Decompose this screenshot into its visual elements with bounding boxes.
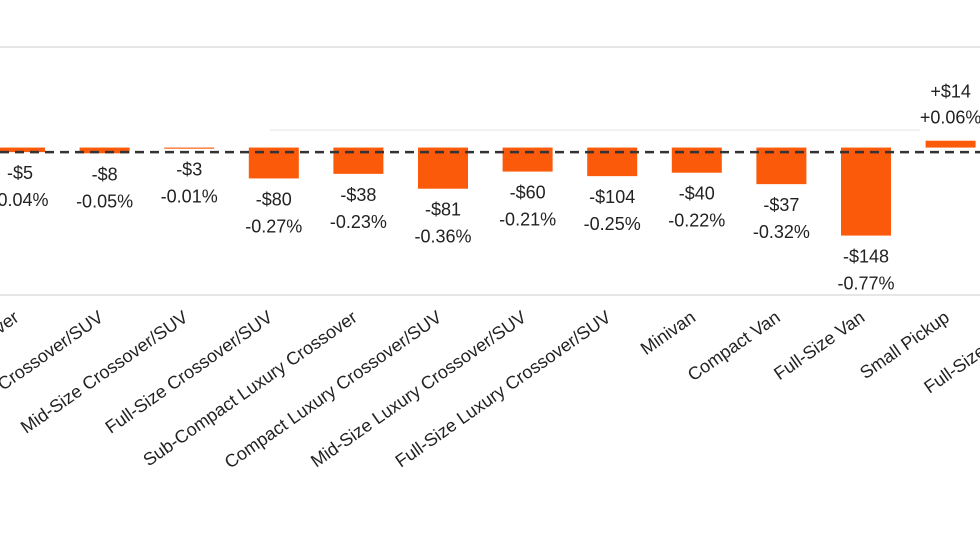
bar xyxy=(79,147,130,154)
dollar-label: +$14 xyxy=(930,82,971,102)
value-label: -0.27% xyxy=(245,216,302,236)
x-tick-label: Minivan xyxy=(637,307,699,359)
dollar-label: -$37 xyxy=(763,195,799,215)
bar xyxy=(418,147,468,189)
dollar-label: -$148 xyxy=(843,247,889,267)
x-tick-label: Mid-Size Crossover/SUV xyxy=(17,307,192,438)
value-label: -0.22% xyxy=(668,211,725,231)
value-label: -0.21% xyxy=(499,210,556,230)
value-label: -0.32% xyxy=(753,222,810,242)
bar xyxy=(925,140,976,148)
x-tick-label: Compact Van xyxy=(684,307,784,385)
bar xyxy=(587,147,638,177)
dollar-label: -$5 xyxy=(7,163,33,183)
value-label: -0.05% xyxy=(76,191,133,211)
labels: Sub-Compact Crossover-$5-0.04%Compact Cr… xyxy=(0,82,980,473)
value-label: -0.23% xyxy=(330,212,387,232)
dollar-label: -$8 xyxy=(92,164,118,184)
dollar-label: -$104 xyxy=(589,187,635,207)
dollar-label: -$60 xyxy=(510,183,546,203)
dollar-label: -$80 xyxy=(256,189,292,209)
value-label: -0.77% xyxy=(837,274,894,294)
bar xyxy=(164,147,215,149)
bar xyxy=(0,147,45,153)
value-label: -0.01% xyxy=(161,187,218,207)
value-label: -0.36% xyxy=(414,227,471,247)
dollar-label: -$81 xyxy=(425,200,461,220)
x-tick-label: Full-Size Van xyxy=(770,307,868,384)
value-label: -0.04% xyxy=(0,190,49,210)
dollar-label: -$40 xyxy=(679,184,715,204)
value-label: +0.06% xyxy=(920,108,980,128)
dollar-label: -$3 xyxy=(176,160,202,180)
value-label: -0.25% xyxy=(584,214,641,234)
bar xyxy=(756,147,807,185)
bar xyxy=(841,147,891,236)
x-tick-label: Full-Size Crossover/SUV xyxy=(102,307,277,438)
bars xyxy=(0,140,976,236)
dollar-label: -$38 xyxy=(340,185,376,205)
